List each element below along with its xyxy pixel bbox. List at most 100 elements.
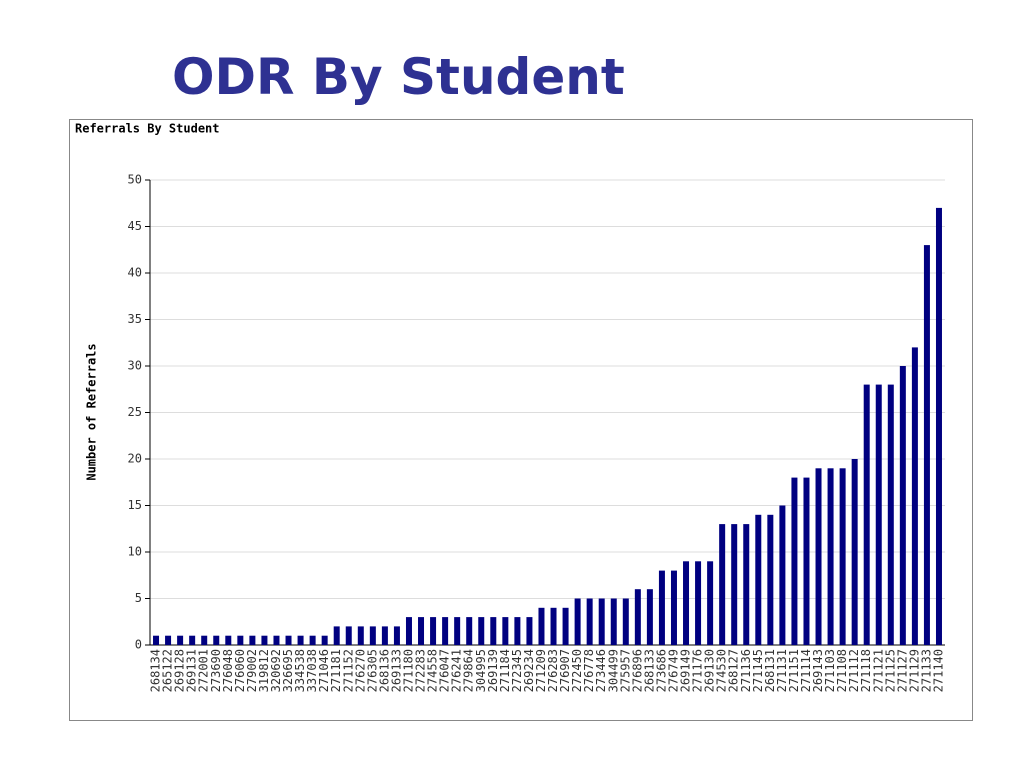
bar: [442, 617, 449, 645]
bar: [478, 617, 485, 645]
bar: [646, 589, 653, 645]
x-tick-label: 271176: [691, 649, 705, 692]
slide-title: ODR By Student: [172, 48, 625, 106]
bar: [935, 207, 942, 645]
bar: [369, 626, 376, 645]
bar: [911, 347, 918, 645]
bar: [405, 617, 412, 645]
x-tick-label: 276907: [558, 649, 572, 692]
bar: [610, 598, 617, 645]
bar: [309, 635, 316, 645]
x-tick-label: 276060: [233, 649, 247, 692]
x-tick-label: 268134: [149, 649, 163, 692]
x-tick-label: 269234: [522, 649, 536, 692]
bar: [454, 617, 461, 645]
x-tick-label: 271114: [799, 649, 813, 692]
x-tick-label: 271112: [847, 649, 861, 692]
bar: [923, 245, 930, 645]
x-tick-label: 271180: [401, 649, 415, 692]
bar: [731, 524, 738, 645]
bar: [297, 635, 304, 645]
bar: [153, 635, 160, 645]
x-tick-label: 272283: [414, 649, 428, 692]
bar: [357, 626, 364, 645]
x-tick-label: 271151: [787, 649, 801, 692]
bar: [839, 468, 846, 645]
y-tick-label: 50: [128, 173, 142, 187]
bar: [899, 366, 906, 645]
x-tick-label: 304499: [606, 649, 620, 692]
bar: [285, 635, 292, 645]
bar: [538, 607, 545, 645]
bar: [321, 635, 328, 645]
bar: [887, 384, 894, 645]
x-tick-label: 271125: [883, 649, 897, 692]
x-tick-label: 272345: [510, 649, 524, 692]
x-tick-label: 269133: [389, 649, 403, 692]
bar: [670, 570, 677, 645]
bar: [755, 514, 762, 645]
bar: [333, 626, 340, 645]
bar: [213, 635, 220, 645]
x-tick-label: 320692: [269, 649, 283, 692]
x-tick-label: 265122: [161, 649, 175, 692]
bar: [791, 477, 798, 645]
x-tick-label: 271184: [498, 649, 512, 692]
bar: [574, 598, 581, 645]
x-tick-label: 334538: [293, 649, 307, 692]
x-tick-label: 319812: [257, 649, 271, 692]
x-tick-label: 273686: [654, 649, 668, 692]
x-tick-label: 279864: [462, 649, 476, 692]
chart-frame: [69, 119, 973, 721]
y-tick-label: 40: [128, 266, 142, 280]
y-tick-label: 25: [128, 405, 142, 419]
bar: [393, 626, 400, 645]
bar: [490, 617, 497, 645]
y-tick-label: 30: [128, 359, 142, 373]
bar: [622, 598, 629, 645]
x-tick-label: 276896: [630, 649, 644, 692]
x-tick-label: 268133: [642, 649, 656, 692]
x-tick-label: 273446: [594, 649, 608, 692]
x-tick-label: 273690: [209, 649, 223, 692]
x-tick-label: 269149: [679, 649, 693, 692]
x-tick-label: 271131: [775, 649, 789, 692]
bar: [779, 505, 786, 645]
bar: [719, 524, 726, 645]
x-tick-label: 271103: [823, 649, 837, 692]
bar: [550, 607, 557, 645]
bar: [803, 477, 810, 645]
bar: [695, 561, 702, 645]
bar: [237, 635, 244, 645]
bar: [875, 384, 882, 645]
x-tick-label: 269128: [173, 649, 187, 692]
bar: [634, 589, 641, 645]
bar: [381, 626, 388, 645]
bar: [189, 635, 196, 645]
x-tick-label: 271209: [534, 649, 548, 692]
x-tick-label: 271129: [907, 649, 921, 692]
x-tick-label: 276305: [365, 649, 379, 692]
x-tick-label: 269139: [486, 649, 500, 692]
x-tick-label: 269130: [703, 649, 717, 692]
x-tick-label: 326695: [281, 649, 295, 692]
x-tick-label: 274530: [715, 649, 729, 692]
y-tick-label: 45: [128, 219, 142, 233]
y-tick-label: 35: [128, 312, 142, 326]
bar: [225, 635, 232, 645]
x-tick-label: 304995: [474, 649, 488, 692]
bar: [707, 561, 714, 645]
x-tick-label: 279002: [245, 649, 259, 692]
x-tick-label: 271046: [317, 649, 331, 692]
y-tick-label: 5: [135, 591, 142, 605]
bar: [177, 635, 184, 645]
bar: [767, 514, 774, 645]
bar: [658, 570, 665, 645]
x-tick-label: 272450: [570, 649, 584, 692]
bar: [514, 617, 521, 645]
bar: [418, 617, 425, 645]
chart-title: Referrals By Student: [75, 122, 220, 136]
x-tick-label: 271136: [739, 649, 753, 692]
bar: [598, 598, 605, 645]
